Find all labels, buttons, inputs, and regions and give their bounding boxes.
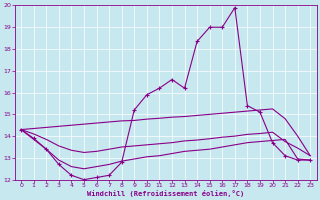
X-axis label: Windchill (Refroidissement éolien,°C): Windchill (Refroidissement éolien,°C) [87, 190, 244, 197]
